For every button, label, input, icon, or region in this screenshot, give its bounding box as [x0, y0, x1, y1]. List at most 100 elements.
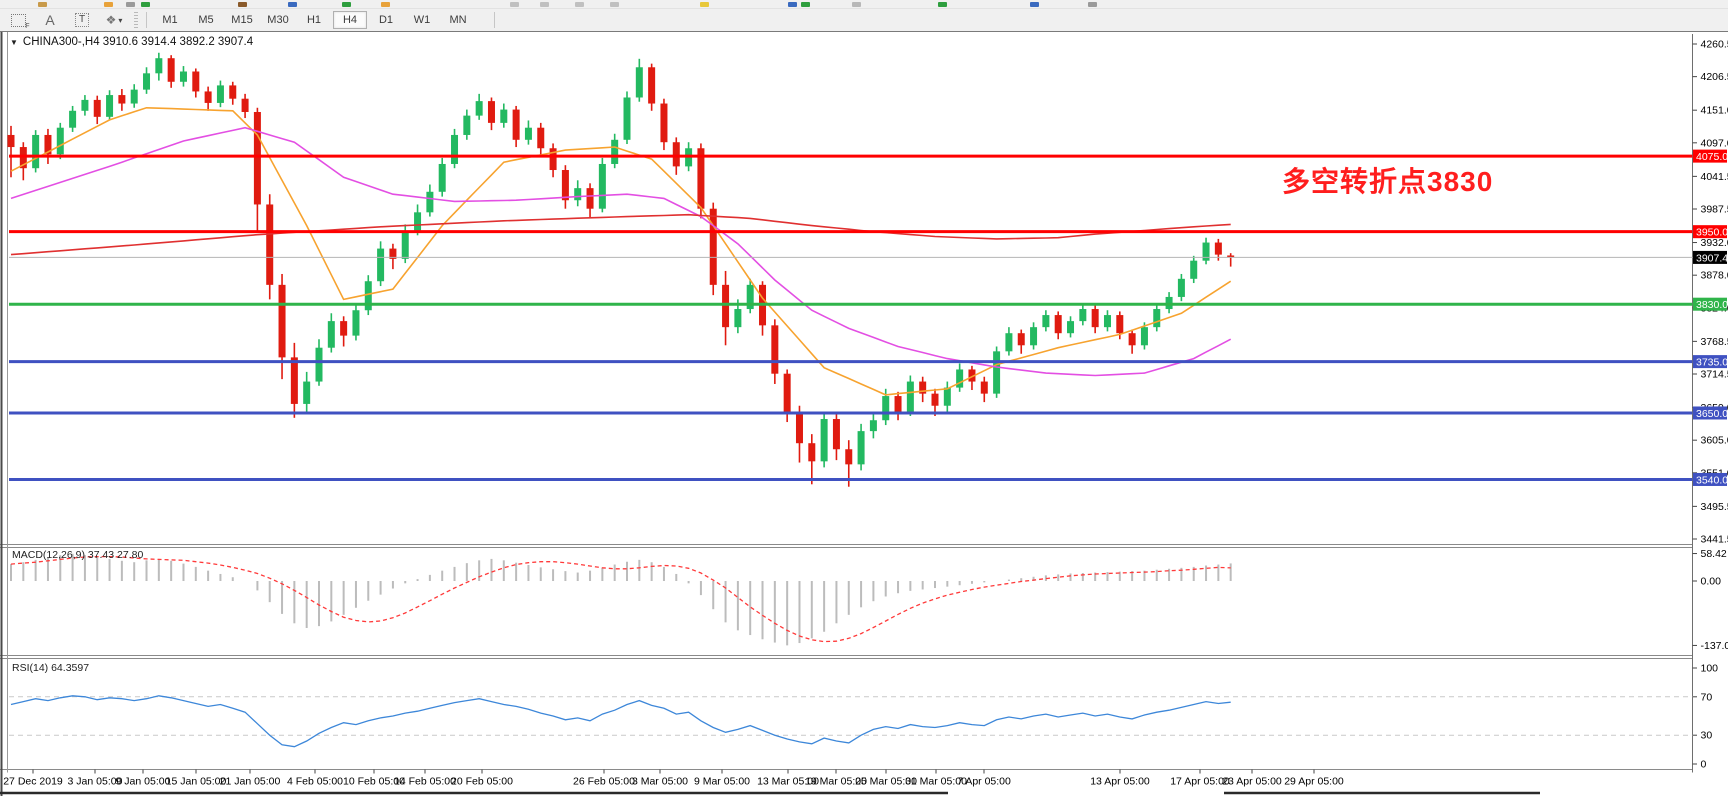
time-label: 25 Mar 05:00: [855, 776, 917, 788]
candle-body: [993, 351, 1001, 394]
macd-indicator-label: MACD(12,26,9) 37.43 27.80: [12, 549, 144, 561]
toolbar-icon-fragment: [126, 2, 135, 7]
candle-body: [623, 97, 631, 140]
candle-body: [1227, 255, 1235, 258]
price-badge: [1693, 297, 1727, 311]
macd-signal-line: [10, 555, 1231, 643]
candle-body: [1030, 327, 1038, 346]
timeframe-button-D1[interactable]: D1: [378, 14, 394, 26]
candle-body: [857, 431, 865, 465]
price-tick-label: 3932.0: [1701, 237, 1728, 249]
candle-body: [561, 170, 569, 201]
timeframe-button-H4[interactable]: H4: [333, 11, 367, 29]
toolbar-icon-fragment: [700, 2, 709, 7]
price-tick-label: 3441.5: [1701, 534, 1728, 546]
time-label: 13 Mar 05:00: [757, 776, 819, 788]
clipped-toolbar-strip: [0, 0, 1728, 9]
macd-tick-label: 58.42: [1701, 548, 1727, 560]
candle-body: [106, 95, 114, 117]
timeframe-button-M30[interactable]: M30: [267, 14, 289, 26]
candle-body: [143, 73, 151, 90]
toolbar-icon-fragment: [342, 2, 351, 7]
price-tick-label: 4097.0: [1701, 137, 1728, 149]
toolbar-icon-fragment: [288, 2, 297, 7]
toolbar-icon-fragment: [104, 2, 113, 7]
toolbar-icon-fragment: [141, 2, 150, 7]
candle-body: [980, 381, 988, 394]
candle-body: [266, 204, 274, 285]
candle-body: [1005, 333, 1013, 352]
candle-body: [845, 449, 853, 465]
dropdown-caret-icon[interactable]: ▾: [118, 15, 123, 25]
rsi-tick-label: 30: [1701, 730, 1713, 742]
timeframe-button-M15[interactable]: M15: [231, 14, 253, 26]
candle-body: [1091, 309, 1099, 328]
candle-body: [32, 134, 40, 169]
price-badge: [1693, 472, 1727, 486]
candle-body: [672, 142, 680, 167]
candle-body: [1214, 242, 1222, 255]
timeframe-button-H1[interactable]: H1: [306, 14, 322, 26]
text-label-tool-icon[interactable]: T: [68, 10, 96, 31]
toolbar-icon-fragment: [238, 2, 247, 7]
toolbar-icon-fragment: [510, 2, 519, 7]
candle-body: [611, 139, 619, 164]
price-badge: [1693, 406, 1727, 420]
candle-body: [241, 98, 249, 112]
candle-body: [1177, 278, 1185, 297]
text-tool-icon[interactable]: A: [45, 12, 55, 28]
arrows-tool-icon[interactable]: ❖ ▾: [105, 13, 123, 27]
timeframe-button-M1[interactable]: M1: [162, 14, 178, 26]
price-badge-label: 3735.0: [1696, 357, 1728, 369]
fibonacci-grid-icon[interactable]: F: [4, 10, 32, 31]
candle-body: [697, 148, 705, 209]
ma-red-line[interactable]: [10, 213, 1231, 256]
candle-body: [574, 188, 582, 201]
candle-body: [1153, 309, 1161, 328]
timeframe-button-M5[interactable]: M5: [198, 14, 214, 26]
candle-body: [746, 284, 754, 310]
time-label: 27 Dec 2019: [3, 776, 63, 788]
price-tick-label: 3878.0: [1701, 270, 1728, 282]
toolbar-icon-fragment: [381, 2, 390, 7]
candle-body: [1067, 321, 1075, 334]
price-tick-label: 3987.5: [1701, 204, 1728, 216]
candle-body: [820, 419, 828, 462]
candle-body: [1017, 333, 1025, 346]
toolbar-icon-fragment: [1088, 2, 1097, 7]
chart-annotation-text[interactable]: 多空转折点3830: [1282, 166, 1494, 197]
timeframe-button-MN[interactable]: MN: [449, 14, 467, 26]
candle-body: [648, 67, 656, 104]
time-label: 23 Apr 05:00: [1222, 776, 1282, 788]
price-tick-label: 3605.0: [1701, 435, 1728, 447]
ma-magenta-line[interactable]: [10, 126, 1232, 377]
chart-canvas[interactable]: 4260.5 4206.5 4151.0 4097.0 4041.5 3987.5 3932…: [0, 32, 1728, 796]
candle-body: [598, 163, 606, 209]
price-badge-label: 3830.0: [1696, 299, 1728, 311]
candle-body: [1190, 260, 1198, 279]
price-tick-label: 4041.5: [1701, 171, 1728, 183]
timeframe-button-W1[interactable]: W1: [413, 14, 431, 26]
rsi-line: [10, 695, 1231, 748]
rsi-indicator-label: RSI(14) 64.3597: [12, 662, 90, 674]
candle-body: [303, 381, 311, 404]
time-label: 14 Feb 05:00: [394, 776, 456, 788]
ma-orange-line[interactable]: [10, 106, 1232, 396]
candle-body: [586, 188, 594, 209]
candle-body: [722, 284, 730, 328]
price-tick-label: 4206.5: [1701, 71, 1728, 83]
candle-body: [537, 127, 545, 149]
price-tick-label: 3714.5: [1701, 369, 1728, 381]
candle-body: [709, 208, 717, 285]
collapse-caret-icon[interactable]: ▼: [10, 37, 18, 47]
price-badge-label: 3650.0: [1696, 408, 1728, 420]
toolbar-grip[interactable]: [134, 12, 138, 28]
candle-body: [229, 85, 237, 99]
candle-body: [118, 95, 126, 104]
time-label: 15 Jan 05:00: [166, 776, 227, 788]
candle-body: [377, 248, 385, 282]
candle-body: [216, 85, 224, 103]
candle-body: [463, 115, 471, 135]
toolbar-icon-fragment: [852, 2, 861, 7]
